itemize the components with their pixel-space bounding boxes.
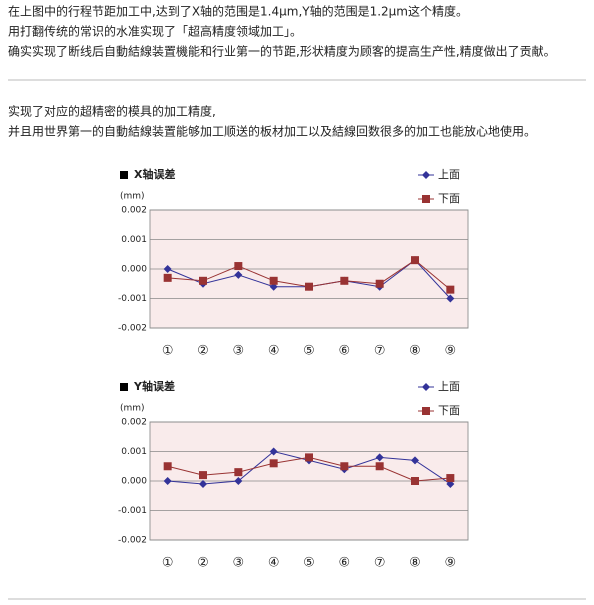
x-tick-label: ⑤ xyxy=(303,556,315,571)
marker xyxy=(234,262,243,271)
paragraph-line: 用打翻传统的常识的水准实现了「超高精度领域加工」。 xyxy=(8,24,302,39)
marker xyxy=(446,285,455,294)
x-tick-label: ⑧ xyxy=(409,556,421,571)
x-tick-label: ⑦ xyxy=(374,344,386,359)
x-tick-label: ③ xyxy=(233,556,245,571)
legend-label: 上面 xyxy=(438,168,460,181)
y-tick-label: 0.001 xyxy=(121,447,147,457)
marker xyxy=(411,477,419,485)
marker xyxy=(269,276,278,285)
x-tick-label: ⑨ xyxy=(445,344,457,359)
y-axis-label: (mm) xyxy=(120,192,145,202)
x-tick-label: ② xyxy=(197,344,209,359)
paragraph-line: 确实实现了断线后自動結線装置機能和行业第一的节距,形状精度为顾客的提高生产性,精… xyxy=(8,44,556,59)
marker xyxy=(411,456,419,465)
marker xyxy=(199,276,207,285)
title-bullet xyxy=(120,383,128,391)
y-tick-label: -0.002 xyxy=(118,536,147,546)
marker xyxy=(269,447,278,456)
chart-title: Y轴误差 xyxy=(133,379,175,393)
marker xyxy=(422,195,430,203)
marker xyxy=(234,477,243,485)
x-tick-label: ⑧ xyxy=(409,344,421,359)
y-tick-label: -0.001 xyxy=(118,294,147,304)
paragraph-line: 实现了对应的超精密的模具的加工精度, xyxy=(8,104,216,119)
marker xyxy=(422,407,430,415)
marker xyxy=(305,453,313,462)
marker xyxy=(234,468,243,477)
y-tick-label: 0.000 xyxy=(121,265,147,275)
chart-title: X轴误差 xyxy=(134,167,175,181)
x-tick-label: ⑥ xyxy=(339,556,351,571)
x-tick-label: ② xyxy=(197,556,209,571)
marker xyxy=(163,265,172,273)
marker xyxy=(199,471,207,480)
marker xyxy=(446,294,455,303)
x-tick-label: ⑤ xyxy=(303,344,315,359)
marker xyxy=(340,276,349,285)
x-tick-label: ① xyxy=(162,344,174,359)
y-tick-label: -0.001 xyxy=(118,506,147,516)
marker xyxy=(163,462,172,471)
x-tick-label: ④ xyxy=(268,344,280,359)
paragraph-line: 并且用世界第一的自動結線装置能够加工顺送的板材加工以及結線回数很多的加工也能放心… xyxy=(8,124,536,139)
marker xyxy=(305,282,313,291)
marker xyxy=(446,474,455,483)
paragraph-line: 在上图中的行程节距加工中,达到了X轴的范围是1.4μm,Y轴的范围是1.2μm这… xyxy=(8,4,468,19)
marker xyxy=(375,453,384,462)
marker xyxy=(234,270,243,279)
y-tick-label: 0.002 xyxy=(121,206,147,216)
marker xyxy=(163,273,172,282)
legend-label: 下面 xyxy=(438,192,460,205)
legend-label: 下面 xyxy=(438,404,460,417)
x-tick-label: ⑦ xyxy=(374,556,386,571)
y-tick-label: 0.002 xyxy=(121,418,147,428)
marker xyxy=(163,477,172,485)
marker xyxy=(199,479,207,488)
marker xyxy=(422,383,430,391)
y-tick-label: 0.001 xyxy=(121,235,147,245)
x-tick-label: ③ xyxy=(233,344,245,359)
x-tick-label: ④ xyxy=(268,556,280,571)
x-tick-label: ① xyxy=(162,556,174,571)
marker xyxy=(269,459,278,468)
legend-label: 上面 xyxy=(438,380,460,393)
marker xyxy=(411,256,419,265)
x-tick-label: ⑨ xyxy=(445,556,457,571)
y-tick-label: 0.000 xyxy=(121,477,147,487)
y-tick-label: -0.002 xyxy=(118,324,147,334)
marker xyxy=(375,279,384,288)
marker xyxy=(422,171,430,179)
x-tick-label: ⑥ xyxy=(339,344,351,359)
marker xyxy=(340,462,349,471)
y-axis-label: (mm) xyxy=(120,404,145,414)
marker xyxy=(375,462,384,471)
title-bullet xyxy=(120,171,128,179)
